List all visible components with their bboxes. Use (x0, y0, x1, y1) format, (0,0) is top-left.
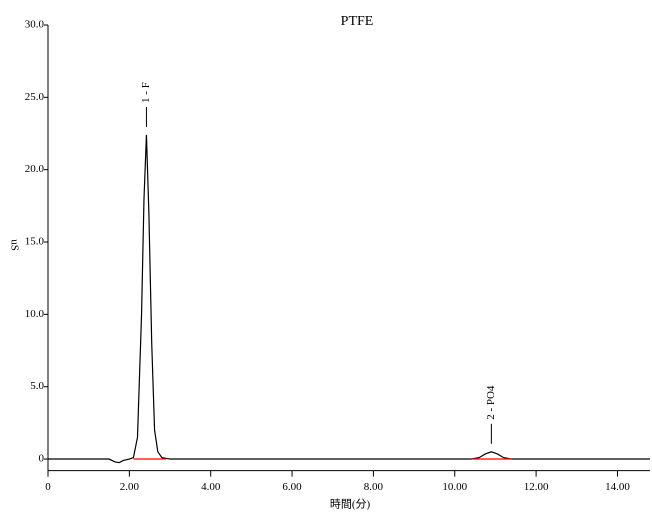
x-tick-label: 4.00 (201, 481, 221, 493)
x-tick-label: 2.00 (120, 481, 140, 493)
y-tick-label: 25.0 (25, 91, 45, 103)
chart-title: PTFE (341, 14, 374, 29)
trace (48, 134, 650, 464)
x-tick-label: 8.00 (364, 481, 384, 493)
y-tick-label: 0 (39, 453, 45, 465)
x-tick-label: 14.00 (605, 481, 630, 493)
x-tick-label: 12.00 (524, 481, 549, 493)
y-tick-label: 15.0 (25, 236, 45, 248)
x-tick-label: 0 (45, 481, 51, 493)
y-tick-label: 10.0 (25, 308, 45, 320)
y-tick-label: 5.0 (30, 380, 44, 392)
x-tick-label: 10.00 (442, 481, 467, 493)
y-tick-label: 30.0 (25, 19, 45, 31)
y-tick-label: 20.0 (25, 163, 45, 175)
x-tick-label: 6.00 (282, 481, 302, 493)
annotation: 1 - F (140, 82, 152, 103)
annotation: 2 - PO4 (485, 385, 497, 420)
y-axis-label: uS (8, 239, 20, 251)
x-axis-label: 時間(分) (330, 498, 371, 511)
